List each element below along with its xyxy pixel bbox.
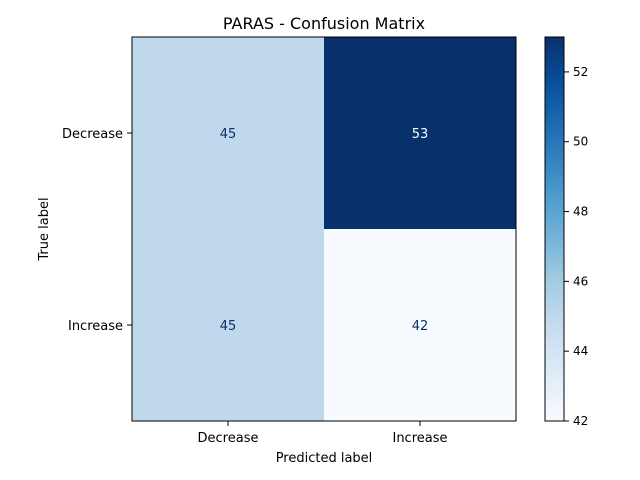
colorbar (544, 36, 565, 422)
x-axis-label: Predicted label (276, 451, 373, 466)
colorbar-tick-label: 44 (573, 344, 588, 358)
heatmap-cells (132, 37, 516, 421)
cell-value-label: 45 (220, 319, 237, 334)
heatmap-cell (324, 229, 516, 421)
colorbar-tick-label: 52 (573, 65, 588, 79)
y-axis-ticks: Decrease Increase (62, 127, 132, 334)
chart-title: PARAS - Confusion Matrix (223, 14, 425, 33)
heatmap-cell (132, 37, 324, 229)
y-tick-label: Decrease (62, 127, 123, 142)
cell-value-label: 42 (412, 319, 429, 334)
colorbar-tick-label: 48 (573, 205, 588, 219)
colorbar-tick-label: 46 (573, 274, 588, 288)
x-axis-ticks: Decrease Increase (198, 421, 448, 446)
colorbar-tick-label: 42 (573, 414, 588, 428)
heatmap-cell-labels: 45 53 45 42 (220, 127, 429, 334)
y-axis-label: True label (37, 197, 52, 261)
cell-value-label: 45 (220, 127, 237, 142)
colorbar-ticks: 42 44 46 48 50 52 (564, 65, 588, 428)
cell-value-label: 53 (412, 127, 429, 142)
x-tick-label: Increase (392, 431, 447, 446)
heatmap-cell (132, 229, 324, 421)
colorbar-tick-label: 50 (573, 135, 588, 149)
x-tick-label: Decrease (198, 431, 259, 446)
y-tick-label: Increase (68, 319, 123, 334)
plot-frame (131, 36, 517, 422)
heatmap-cell (324, 37, 516, 229)
